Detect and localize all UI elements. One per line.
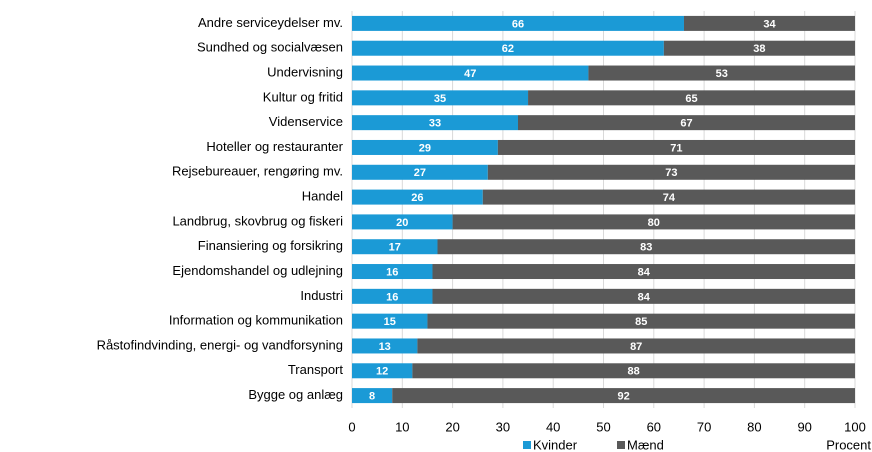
bar-segment <box>352 15 684 31</box>
y-tick-label: Information og kommunikation <box>169 313 343 328</box>
data-label: 62 <box>502 43 514 55</box>
data-label: 38 <box>753 43 765 55</box>
x-tick-label: 50 <box>596 419 610 434</box>
data-label: 84 <box>638 291 651 303</box>
data-label: 27 <box>414 167 426 179</box>
data-label: 65 <box>685 93 697 105</box>
y-tick-label: Kultur og fritid <box>263 89 343 104</box>
data-label: 15 <box>384 316 396 328</box>
data-label: 67 <box>680 118 692 130</box>
bar-segment <box>392 388 855 404</box>
y-tick-label: Andre serviceydelser mv. <box>198 15 343 30</box>
bar-segment <box>417 338 855 354</box>
bar-segment <box>352 139 498 155</box>
data-label: 84 <box>638 266 651 278</box>
bar-segment <box>683 15 855 31</box>
bar-segment <box>352 363 413 379</box>
bar-segment <box>517 115 855 131</box>
data-label: 12 <box>376 366 388 378</box>
x-tick-label: 90 <box>797 419 811 434</box>
bar-segment <box>352 189 483 205</box>
bar-segment <box>412 363 855 379</box>
bar-segment <box>528 90 855 106</box>
bar-segment <box>437 239 855 255</box>
data-label: 20 <box>396 217 408 229</box>
data-label: 17 <box>389 242 401 254</box>
bar-segment <box>482 189 855 205</box>
bar-segment <box>497 139 855 155</box>
legend-swatch <box>617 441 625 449</box>
data-label: 92 <box>617 391 629 403</box>
y-tick-label: Finansiering og forsikring <box>198 238 343 253</box>
y-tick-label: Undervisning <box>267 64 343 79</box>
y-tick-label: Ejendomshandel og udlejning <box>172 263 343 278</box>
bar-segment <box>352 313 428 329</box>
x-tick-label: 100 <box>844 419 866 434</box>
y-tick-label: Landbrug, skovbrug og fiskeri <box>172 213 343 228</box>
data-label: 29 <box>419 142 431 154</box>
y-tick-label: Bygge og anlæg <box>248 387 343 402</box>
x-tick-label: 70 <box>697 419 711 434</box>
bar-segment <box>352 164 488 180</box>
x-tick-label: 80 <box>747 419 761 434</box>
data-label: 34 <box>763 18 776 30</box>
data-label: 74 <box>663 192 676 204</box>
x-tick-label: 20 <box>445 419 459 434</box>
data-label: 83 <box>640 242 652 254</box>
bar-segment <box>432 264 855 280</box>
y-tick-label: Handel <box>302 189 343 204</box>
data-label: 88 <box>628 366 640 378</box>
x-axis-label: Procent <box>826 437 871 452</box>
data-label: 80 <box>648 217 660 229</box>
legend-label: Kvinder <box>533 437 578 452</box>
bar-segment <box>452 214 855 230</box>
data-label: 85 <box>635 316 647 328</box>
data-label: 71 <box>670 142 682 154</box>
bar-segment <box>427 313 855 329</box>
bar-segment <box>352 338 418 354</box>
y-tick-label: Hoteller og restauranter <box>206 139 343 154</box>
data-label: 53 <box>716 68 728 80</box>
y-tick-label: Rejsebureauer, rengøring mv. <box>172 164 343 179</box>
bar-segment <box>663 40 855 56</box>
bar-segment <box>352 264 433 280</box>
bar-segment <box>352 388 393 404</box>
y-tick-label: Råstofindvinding, energi- og vandforsyni… <box>97 337 343 352</box>
data-label: 87 <box>630 341 642 353</box>
legend-swatch <box>523 441 531 449</box>
bar-segment <box>588 65 855 81</box>
data-label: 47 <box>464 68 476 80</box>
x-tick-label: 60 <box>647 419 661 434</box>
bar-segment <box>352 239 438 255</box>
bar-segment <box>352 288 433 304</box>
data-label: 8 <box>369 391 375 403</box>
bar-segment <box>432 288 855 304</box>
y-tick-label: Videnservice <box>269 114 343 129</box>
data-label: 13 <box>379 341 391 353</box>
data-label: 35 <box>434 93 446 105</box>
bar-segment <box>352 115 518 131</box>
data-label: 26 <box>411 192 423 204</box>
y-tick-label: Transport <box>288 362 344 377</box>
bar-segment <box>487 164 855 180</box>
data-label: 33 <box>429 118 441 130</box>
x-tick-label: 0 <box>348 419 355 434</box>
y-tick-label: Industri <box>300 288 343 303</box>
x-tick-label: 10 <box>395 419 409 434</box>
bar-segment <box>352 65 589 81</box>
data-label: 16 <box>386 266 398 278</box>
y-tick-label: Sundhed og socialvæsen <box>197 40 343 55</box>
data-label: 16 <box>386 291 398 303</box>
x-tick-label: 40 <box>546 419 560 434</box>
bar-segment <box>352 40 664 56</box>
data-label: 73 <box>665 167 677 179</box>
bar-segment <box>352 90 529 106</box>
legend-label: Mænd <box>627 437 664 452</box>
data-label: 66 <box>512 18 524 30</box>
x-tick-label: 30 <box>496 419 510 434</box>
bar-segment <box>352 214 453 230</box>
